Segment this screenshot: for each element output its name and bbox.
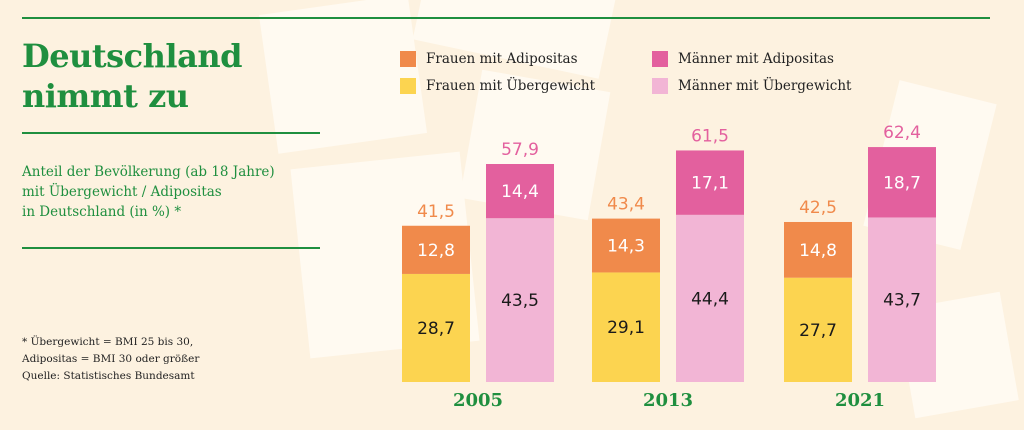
segment-value-label: 27,7 bbox=[799, 321, 837, 341]
bar-segment bbox=[868, 217, 936, 382]
title-line: Deutschland bbox=[22, 37, 242, 75]
segment-value-label: 43,7 bbox=[883, 291, 921, 311]
title-line: nimmt zu bbox=[22, 77, 189, 115]
legend-swatch bbox=[400, 51, 416, 67]
segment-value-label: 29,1 bbox=[607, 318, 645, 338]
legend-label: Frauen mit Adipositas bbox=[426, 51, 578, 67]
total-value-label: 43,4 bbox=[607, 195, 645, 215]
legend-label: Frauen mit Übergewicht bbox=[426, 78, 596, 94]
segment-value-label: 14,4 bbox=[501, 182, 539, 202]
page-title: Deutschland nimmt zu bbox=[22, 36, 242, 116]
subtitle-line: in Deutschland (in %) * bbox=[22, 204, 182, 220]
footnote-line: * Übergewicht = BMI 25 bis 30, bbox=[22, 336, 194, 348]
bar-segment bbox=[486, 164, 554, 219]
bar-segment bbox=[784, 277, 852, 382]
legend-item-frauen-adipositas: Frauen mit Adipositas bbox=[400, 51, 578, 67]
segment-value-label: 44,4 bbox=[691, 289, 729, 309]
title-rule bbox=[22, 132, 320, 134]
total-value-label: 61,5 bbox=[691, 126, 729, 146]
segment-value-label: 12,8 bbox=[417, 241, 455, 261]
legend-label: Männer mit Adipositas bbox=[678, 51, 834, 67]
top-rule bbox=[22, 17, 990, 19]
segment-value-label: 43,5 bbox=[501, 291, 539, 311]
bar-segment bbox=[402, 225, 470, 274]
legend-item-maenner-uebergewicht: Männer mit Übergewicht bbox=[652, 78, 851, 94]
legend-swatch bbox=[400, 78, 416, 94]
segment-value-label: 18,7 bbox=[883, 173, 921, 193]
legend-item-frauen-uebergewicht: Frauen mit Übergewicht bbox=[400, 78, 595, 94]
legend-swatch bbox=[652, 78, 668, 94]
chart-subtitle: Anteil der Bevölkerung (ab 18 Jahre) mit… bbox=[22, 162, 322, 222]
legend-label: Männer mit Übergewicht bbox=[678, 78, 852, 94]
legend-item-maenner-adipositas: Männer mit Adipositas bbox=[652, 51, 834, 67]
source-line: Quelle: Statistisches Bundesamt bbox=[22, 370, 195, 382]
subtitle-line: mit Übergewicht / Adipositas bbox=[22, 184, 222, 200]
total-value-label: 42,5 bbox=[799, 198, 837, 218]
segment-value-label: 14,3 bbox=[607, 237, 645, 257]
bar-segment bbox=[592, 272, 660, 382]
bar-segment bbox=[402, 273, 470, 382]
segment-value-label: 17,1 bbox=[691, 174, 729, 194]
bar-segment bbox=[784, 221, 852, 278]
segment-value-label: 28,7 bbox=[417, 319, 455, 339]
bar-segment bbox=[592, 218, 660, 273]
year-label: 2021 bbox=[835, 390, 885, 411]
total-value-label: 57,9 bbox=[501, 140, 539, 160]
subtitle-line: Anteil der Bevölkerung (ab 18 Jahre) bbox=[22, 164, 275, 180]
year-label: 2013 bbox=[643, 390, 693, 411]
total-value-label: 41,5 bbox=[417, 202, 455, 222]
subtitle-rule bbox=[22, 247, 320, 249]
legend-swatch bbox=[652, 51, 668, 67]
segment-value-label: 14,8 bbox=[799, 241, 837, 261]
bar-segment bbox=[868, 147, 936, 218]
total-value-label: 62,4 bbox=[883, 123, 921, 143]
footnote-line: Adipositas = BMI 30 oder größer bbox=[22, 353, 200, 365]
bar-segment bbox=[676, 150, 744, 215]
bar-segment bbox=[486, 218, 554, 382]
bar-segment bbox=[676, 214, 744, 382]
footnote: * Übergewicht = BMI 25 bis 30, Adiposita… bbox=[22, 334, 322, 385]
year-label: 2005 bbox=[453, 390, 503, 411]
